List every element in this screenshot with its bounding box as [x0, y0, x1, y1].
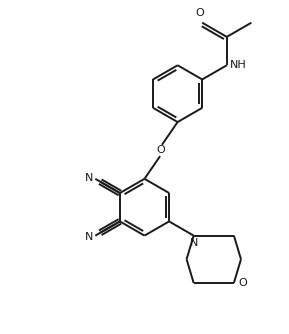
Text: NH: NH	[230, 60, 247, 70]
Text: O: O	[157, 145, 165, 155]
Text: N: N	[190, 238, 198, 248]
Text: O: O	[195, 8, 204, 18]
Text: N: N	[85, 231, 93, 241]
Text: N: N	[85, 173, 93, 183]
Text: O: O	[239, 278, 247, 288]
